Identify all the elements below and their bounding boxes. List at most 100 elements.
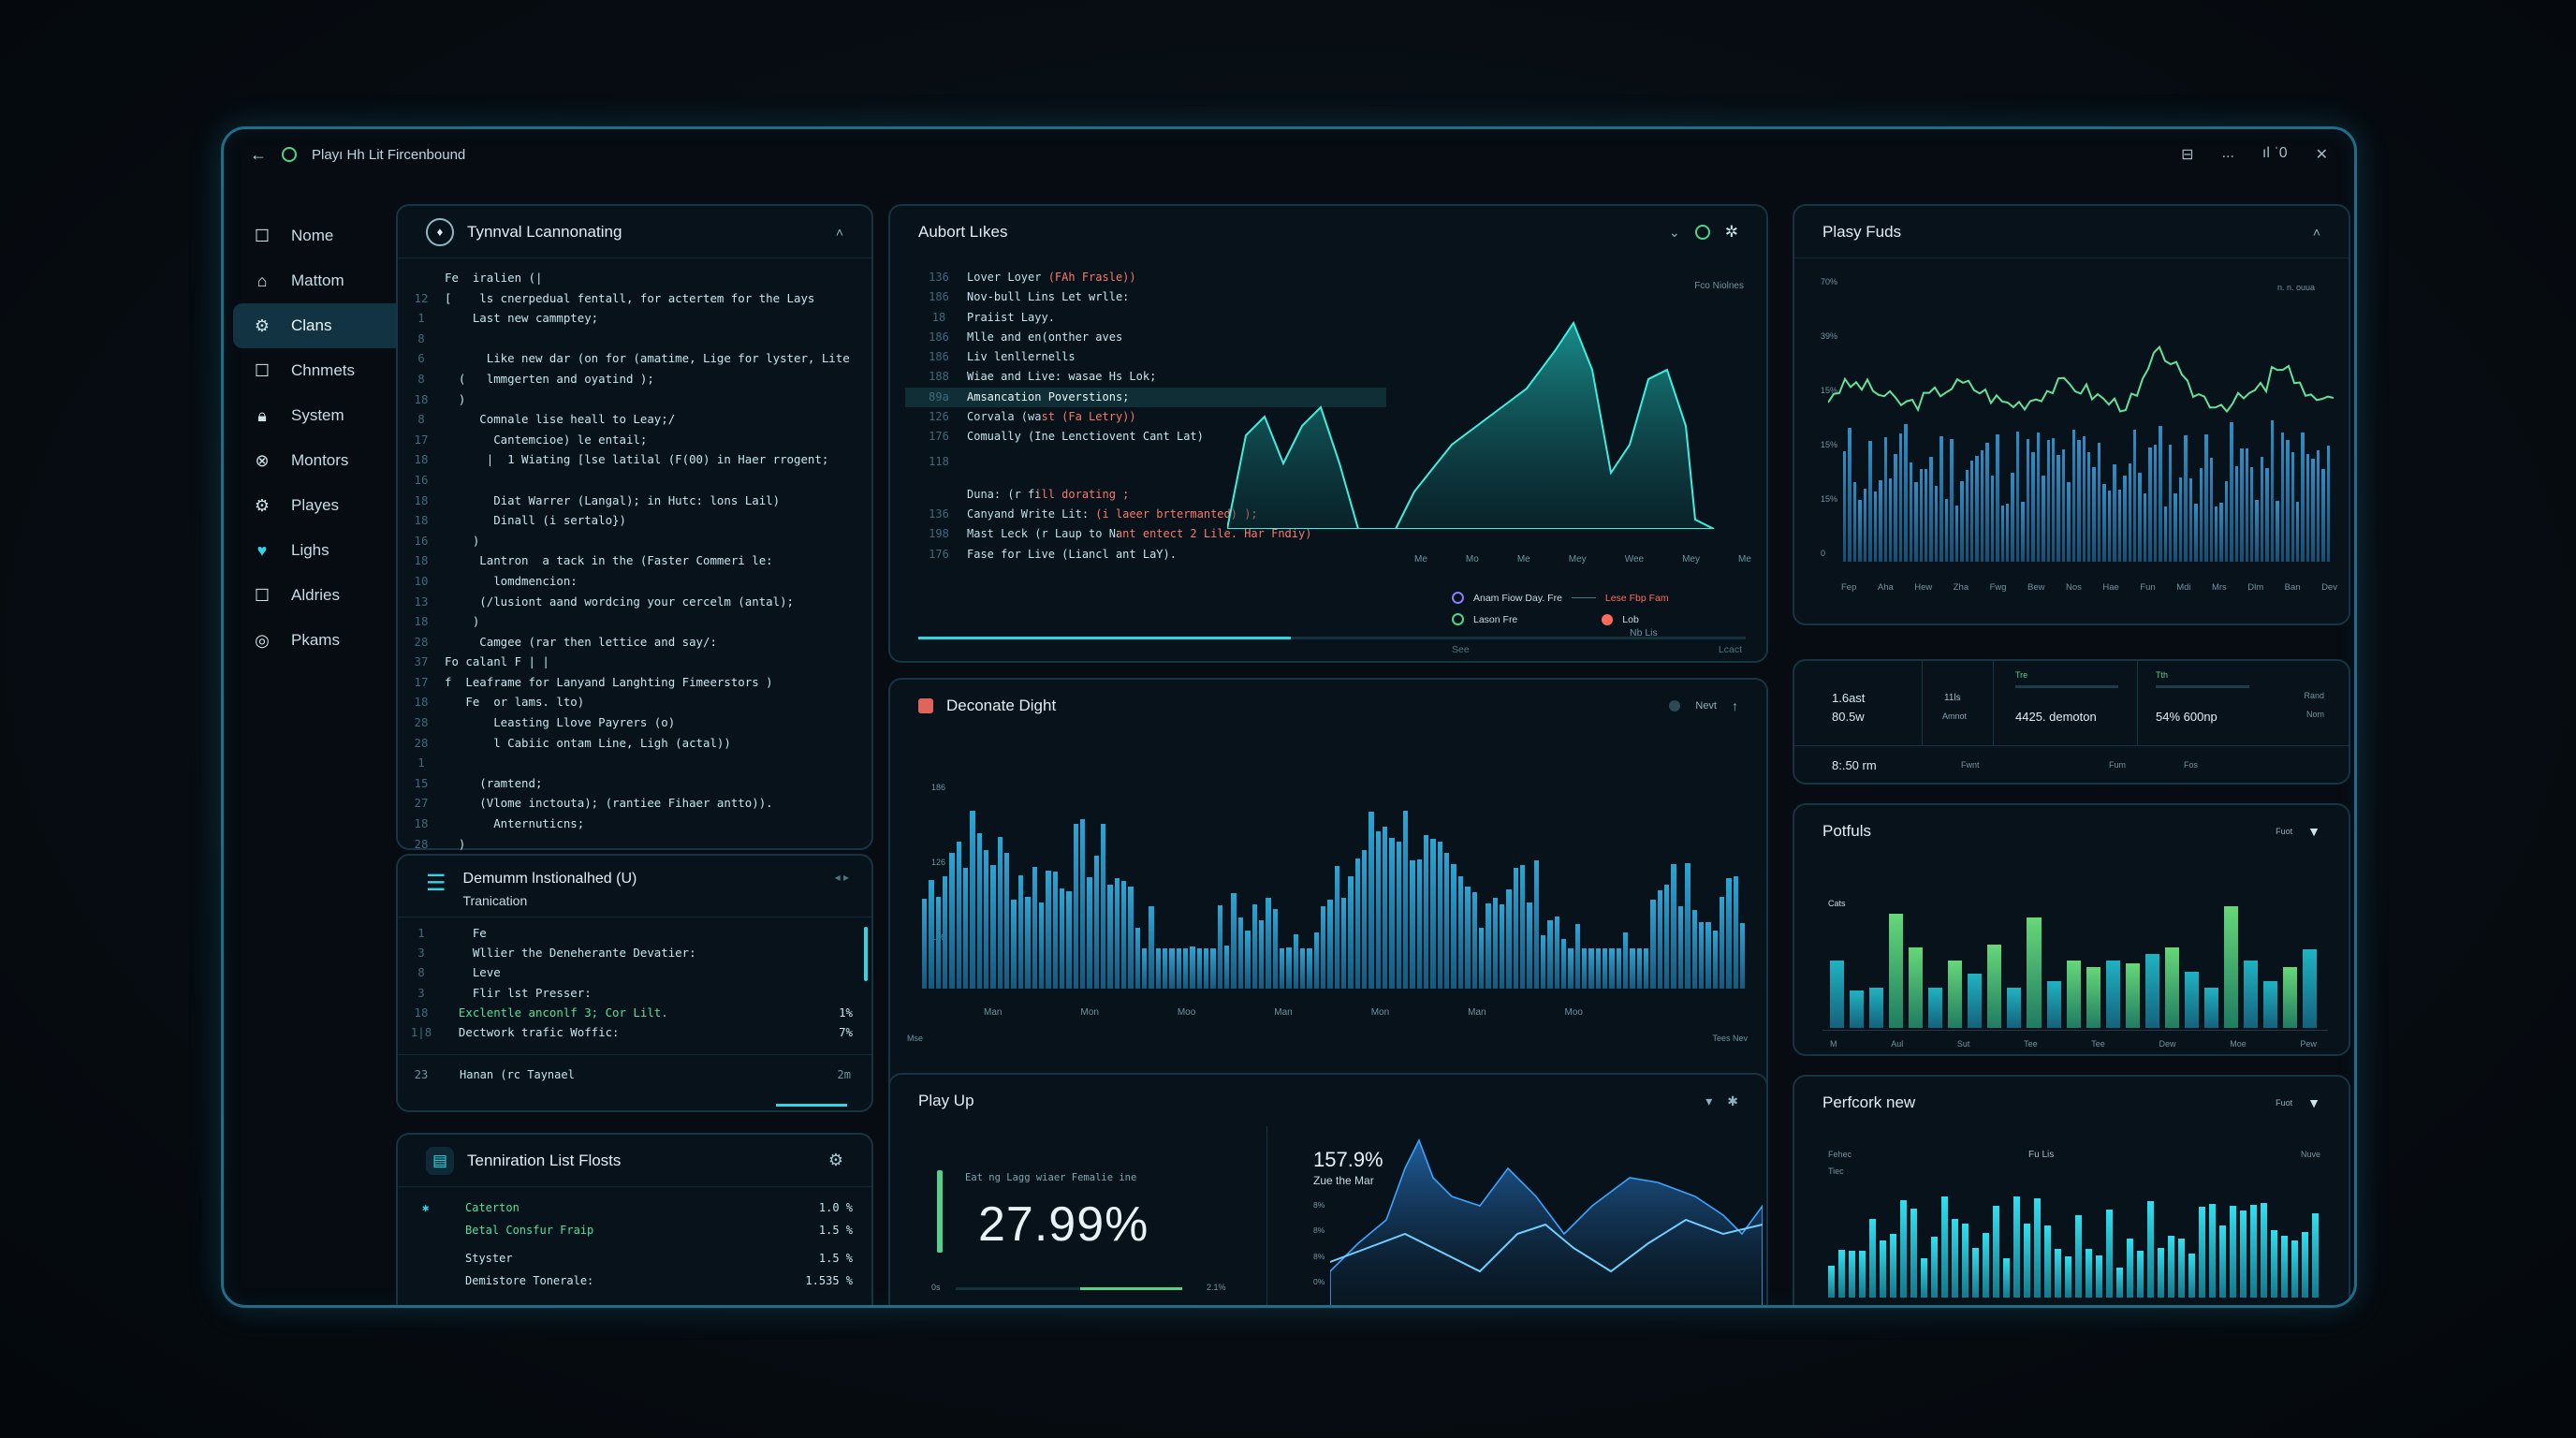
bar [1403,810,1409,989]
collapse-icon[interactable]: ˄ [2312,224,2320,240]
status-ring-icon[interactable] [1694,225,1710,240]
line-text: Leve [445,965,501,980]
bar [1993,1205,1999,1298]
decorate-x-axis: Man Mon Moo Man Mon Man Moo [984,1007,1583,1018]
stat-foot-3: Fos [2184,760,2199,770]
bar [2219,1225,2226,1298]
chevron-down-icon[interactable]: ▼ [2307,1095,2320,1110]
sidebar-item-system[interactable]: 🔒︎ System [233,393,403,438]
bar [1739,922,1746,989]
line-text: Fase for Live (Liancl ant LaY). [967,547,1177,561]
bar [1712,930,1718,989]
termination-title: Tenniration List Flosts [467,1151,622,1169]
code-line: 18 Exclentle anconlf 3; Cor Lilt. 1% [398,1003,871,1022]
collapse-icon[interactable]: ˄ [835,224,843,240]
line-percent: 1% [839,1005,853,1020]
line-text: (/lusiont aand wordcing your cercelm (an… [445,594,794,609]
sidebar-item-clans[interactable]: ⚙ Clans [233,303,403,348]
log-line: 198 Mast Leck (r Laup to Nant entect 2 Li… [918,524,1386,544]
bar [1965,469,1969,562]
bar [2086,1248,2092,1298]
bar [2302,1232,2308,1298]
pager-icon[interactable]: ◂ ▸ [834,871,849,884]
x-tick: Dlm [2247,582,2264,593]
bar [1032,867,1037,989]
code-editor[interactable]: Fe iralien (| 12 [ ls cnerpedual fentall, … [398,258,871,854]
bar [1934,486,1939,562]
code-line: 16 [398,470,871,491]
y-tick: 39% [1821,331,1838,341]
bar [1698,921,1705,989]
settings-icon[interactable]: ✲ [1724,223,1738,241]
bar [984,850,989,989]
bar [2163,506,2167,562]
back-arrow-icon[interactable]: ← [250,144,267,164]
stat-5-label: Rand [2304,691,2324,700]
sidebar-item-lighs[interactable]: ♥ Lighs [233,528,403,573]
close-icon[interactable]: ✕ [2315,147,2328,163]
bar [2250,466,2254,562]
sidebar-item-montors[interactable]: ⊗ Montors [233,438,403,483]
bar [2174,492,2177,562]
x-tick: Aul [1891,1039,1904,1049]
sidebar-item-pkams[interactable]: ◎ Pkams [233,618,403,663]
bar [1547,920,1553,989]
bar [1904,423,1908,562]
chevron-down-icon[interactable]: ⌄ [1669,224,1680,240]
code-line: 6 Like new dar (on for (amatime, Lige fo… [398,348,871,369]
performance-title: Perfcork new [1822,1093,1916,1111]
bar [2265,468,2269,562]
signal-icon[interactable]: ıl ˈ0 [2261,145,2288,161]
line-text: ) [445,614,480,629]
bar [1685,862,1690,989]
pin-icon[interactable]: ✱ [1727,1093,1738,1108]
bar [2199,467,2203,562]
more-icon[interactable]: ... [2221,145,2234,161]
x-tick: Mo [1465,554,1479,565]
sidebar-item-chnmets[interactable]: ☐ Chnmets [233,348,403,393]
y-tick: 0 [1821,549,1826,558]
sidebar-item-mattom[interactable]: ⌂Mattom◀ [233,258,405,303]
bar [1900,1200,1907,1298]
bar [2046,440,2050,562]
bar [2199,1206,2205,1298]
sidebar-item-playes[interactable]: ⚙ Playes [233,483,403,528]
airport-scrollbar[interactable] [918,637,1746,639]
x-tick: Wee [1624,554,1645,565]
playup-title: Play Up [918,1092,974,1109]
chevron-down-icon[interactable]: ▾ [1705,1093,1713,1108]
bar [1527,902,1532,989]
sidebar-item-nome[interactable]: ☐ Nome [233,213,403,258]
bar [1307,948,1312,989]
airport-legend: Anam Fiow Day. Fre Lese Fbp Fam Lason Fre… [1452,592,1742,655]
scrollbar[interactable] [864,927,868,981]
sidebar-item-aldries[interactable]: ☐ Aldries [233,573,403,618]
circle-icon: ◎ [255,630,270,650]
square-icon: ☐ [254,360,271,380]
perf-label-3: Tiec [1828,1167,1844,1176]
log-line: 176 Fase for Live (Liancl ant LaY). [918,545,1386,565]
bar [1691,910,1697,989]
perf-label-right: Nuve [2300,1150,2320,1159]
bar [2224,481,2229,562]
bar [2021,501,2025,562]
line-text: Praiist Layy. [967,310,1055,324]
termination-panel: ▤ Tenniration List Flosts ⚙ ✱ Caterton 1.0… [396,1133,873,1305]
x-tick: Me [1738,554,1751,565]
chevron-down-icon[interactable]: ▼ [2307,824,2320,839]
layout-icon[interactable]: ⊟ [2181,147,2194,163]
x-tick: Tee [2091,1039,2105,1049]
row-marker [422,1247,465,1269]
bar [1869,1219,1876,1298]
bar [1299,948,1306,989]
bar [2044,1225,2051,1298]
x-tick: Dew [2159,1039,2176,1049]
arrow-up-icon[interactable]: ↑ [1732,698,1738,713]
bar [1996,433,1999,562]
line-text: Like new dar (on for (amatime, Lige for … [445,351,850,366]
stat-time: 8:.50 rm [1832,758,1877,772]
stat-3-value: 4425. demoton [2015,710,2097,724]
log-line: 118 [918,448,1386,476]
bar [2036,433,2041,562]
settings-gear-icon[interactable]: ⚙ [827,1151,843,1169]
